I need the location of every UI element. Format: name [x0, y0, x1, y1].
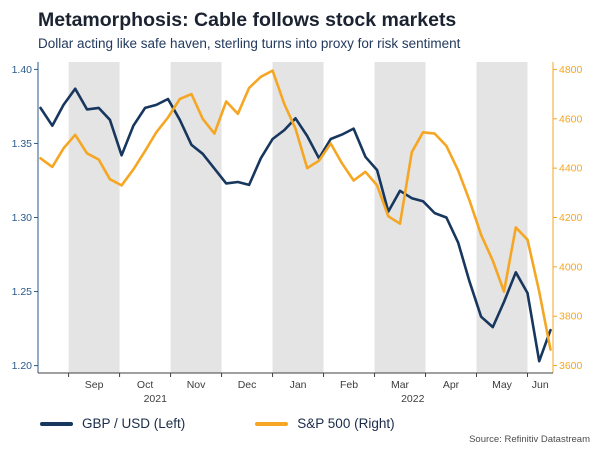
source-attribution: Source: Refinitiv Datastream: [469, 434, 590, 445]
svg-text:4400: 4400: [559, 163, 583, 175]
chart-legend: GBP / USD (Left) S&P 500 (Right): [40, 416, 395, 431]
chart-title: Metamorphosis: Cable follows stock marke…: [38, 9, 457, 31]
gbp-usd-line: [39, 87, 552, 363]
chart-canvas: 1.20 1.25 1.30 1.35 1.40 3600 3800 4000 4200 4400…: [12, 62, 583, 405]
series-lines: [39, 69, 552, 363]
svg-text:Dec: Dec: [238, 379, 257, 391]
svg-text:Oct: Oct: [137, 379, 153, 391]
svg-text:Jan: Jan: [290, 379, 307, 391]
legend-item-gbpusd: GBP / USD (Left): [40, 416, 185, 431]
chart-header: Metamorphosis: Cable follows stock marke…: [0, 0, 600, 51]
svg-text:4000: 4000: [559, 261, 583, 273]
axes: 1.20 1.25 1.30 1.35 1.40 3600 3800 4000 4200 4400…: [12, 62, 583, 405]
legend-label-sp500: S&P 500 (Right): [297, 416, 395, 431]
svg-text:Mar: Mar: [391, 379, 410, 391]
svg-text:1.35: 1.35: [12, 138, 33, 150]
sp500-line-swatch: [255, 421, 289, 426]
month-bands: [68, 62, 528, 373]
sp500-line: [39, 69, 552, 351]
legend-item-sp500: S&P 500 (Right): [255, 416, 395, 431]
svg-text:Apr: Apr: [443, 379, 460, 391]
svg-text:2022: 2022: [401, 393, 425, 405]
svg-text:2021: 2021: [144, 393, 168, 405]
svg-text:Sep: Sep: [85, 379, 104, 391]
svg-text:May: May: [492, 379, 513, 391]
svg-text:1.20: 1.20: [12, 360, 33, 372]
svg-text:4800: 4800: [559, 64, 583, 76]
gbpusd-line-swatch: [40, 421, 73, 426]
legend-label-gbpusd: GBP / USD (Left): [82, 416, 186, 431]
svg-text:1.40: 1.40: [12, 64, 33, 76]
svg-text:1.25: 1.25: [12, 286, 33, 298]
chart-subtitle: Dollar acting like safe haven, sterling …: [38, 36, 461, 52]
svg-text:Feb: Feb: [340, 379, 358, 391]
svg-text:Jun: Jun: [532, 379, 549, 391]
svg-text:3600: 3600: [559, 360, 583, 372]
svg-text:4200: 4200: [559, 212, 583, 224]
svg-text:Nov: Nov: [187, 379, 206, 391]
svg-text:4600: 4600: [559, 113, 583, 125]
svg-text:1.30: 1.30: [12, 212, 33, 224]
svg-text:3800: 3800: [559, 311, 583, 323]
